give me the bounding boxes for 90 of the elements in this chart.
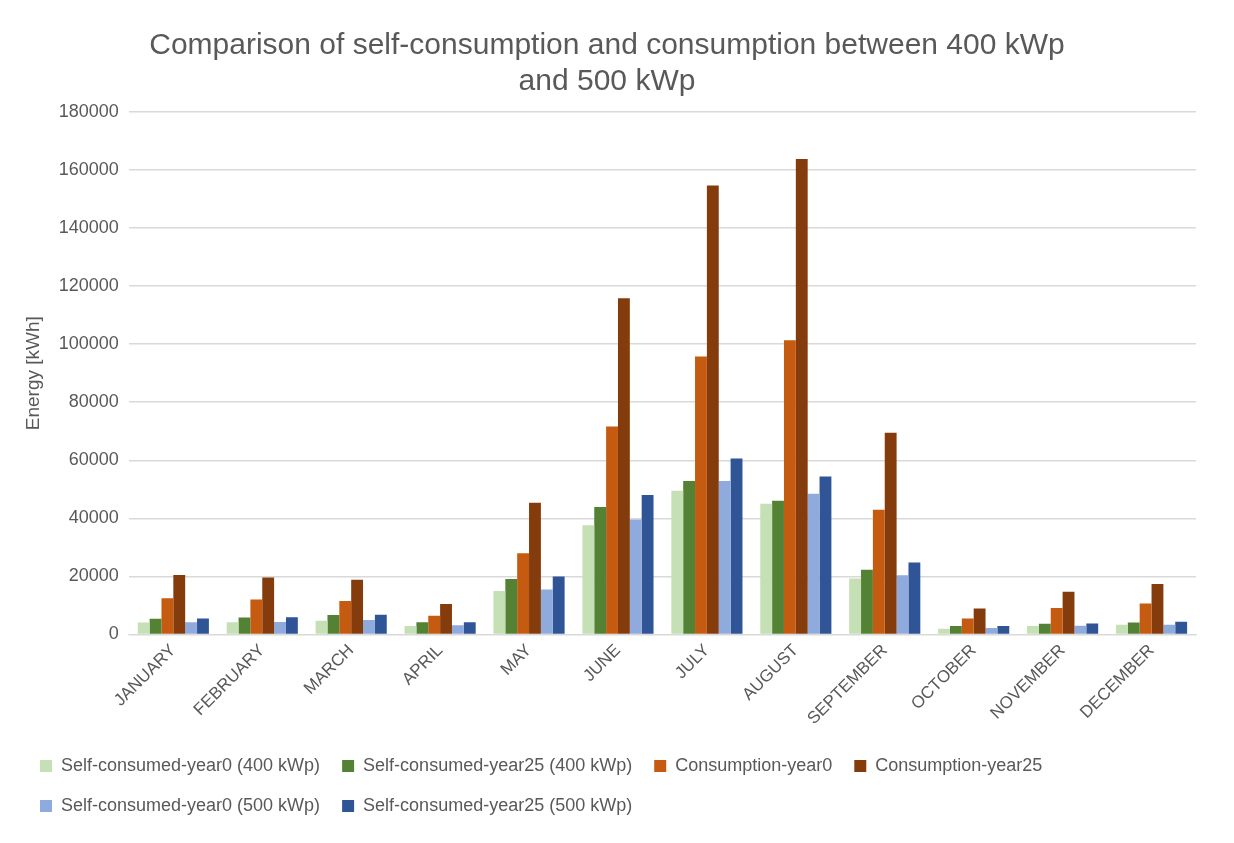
bar	[339, 601, 352, 634]
y-tick-label: 40000	[68, 507, 119, 528]
bar	[582, 525, 595, 634]
bar	[463, 622, 476, 634]
bar	[938, 628, 950, 634]
bar	[505, 579, 518, 634]
bar	[374, 614, 387, 634]
bar	[137, 622, 150, 634]
bar	[451, 625, 464, 634]
bar	[185, 622, 198, 634]
legend-label: Self-consumed-year0 (400 kWp)	[61, 754, 321, 775]
bar	[363, 619, 375, 634]
y-tick-label: 120000	[58, 275, 119, 296]
y-tick-label: 100000	[58, 333, 119, 354]
bar	[695, 356, 707, 634]
bar	[226, 622, 239, 634]
bar	[161, 598, 174, 634]
legend-label: Self-consumed-year0 (500 kWp)	[61, 794, 321, 815]
bar	[629, 519, 642, 634]
y-tick-label: 180000	[58, 100, 119, 121]
bar	[1086, 623, 1099, 634]
bar	[783, 340, 796, 634]
bar	[617, 298, 630, 634]
bar	[274, 621, 286, 634]
y-tick-label: 80000	[68, 391, 119, 412]
bar	[985, 628, 998, 634]
bar	[315, 620, 328, 634]
bar	[285, 617, 298, 634]
bar	[440, 603, 452, 634]
bar	[973, 608, 986, 634]
legend-label: Self-consumed-year25 (500 kWp)	[363, 794, 633, 815]
legend-label: Consumption-year0	[675, 754, 833, 775]
bar	[416, 622, 429, 634]
bar	[772, 500, 784, 634]
bar	[997, 626, 1010, 634]
bar	[149, 618, 162, 634]
bar	[872, 509, 885, 634]
bar	[351, 579, 364, 634]
legend-label: Self-consumed-year25 (400 kWp)	[363, 754, 633, 775]
bar	[718, 480, 731, 634]
bar	[1038, 623, 1051, 634]
bar	[250, 599, 263, 634]
bar	[493, 590, 506, 634]
y-tick-label: 140000	[58, 217, 119, 238]
bar	[238, 617, 251, 634]
bar	[1139, 603, 1152, 634]
bar	[173, 574, 186, 634]
bar	[197, 618, 209, 634]
bar	[1127, 622, 1140, 634]
bar	[1163, 624, 1176, 634]
y-tick-label: 20000	[68, 565, 119, 586]
bar	[1151, 583, 1164, 634]
bar	[819, 476, 832, 634]
y-axis-title: Energy [kWh]	[21, 316, 43, 431]
bar	[807, 493, 820, 634]
bar	[683, 480, 696, 634]
bar	[606, 426, 618, 634]
bar	[884, 432, 897, 634]
bar	[428, 615, 441, 634]
bar	[730, 458, 743, 634]
bar	[1062, 591, 1075, 634]
bar	[949, 626, 962, 634]
bar	[1175, 621, 1188, 634]
bar	[517, 553, 530, 634]
chart-title: Comparison of self-consumption and consumption between 400 kWp and 500 kWp	[149, 27, 1065, 97]
bar	[529, 502, 541, 634]
bar	[671, 490, 684, 634]
legend-label: Consumption-year25	[875, 754, 1043, 775]
bar	[1050, 608, 1063, 634]
bar	[849, 578, 862, 634]
bar	[908, 562, 921, 634]
bar	[1074, 625, 1087, 634]
bar	[706, 185, 719, 634]
y-tick-label: 160000	[58, 159, 119, 180]
bar	[262, 577, 275, 634]
bar	[961, 618, 974, 634]
bar	[1027, 626, 1039, 634]
y-tick-label: 60000	[68, 449, 119, 470]
bar	[795, 159, 808, 634]
bar	[1115, 624, 1128, 634]
bar	[404, 626, 417, 634]
bar	[861, 569, 873, 634]
bar	[552, 576, 565, 634]
bar	[327, 614, 340, 634]
bar	[760, 503, 773, 634]
bar	[594, 507, 607, 634]
y-tick-label: 0	[108, 623, 119, 644]
bar	[540, 589, 553, 634]
bar	[641, 495, 654, 634]
bar	[896, 575, 909, 634]
